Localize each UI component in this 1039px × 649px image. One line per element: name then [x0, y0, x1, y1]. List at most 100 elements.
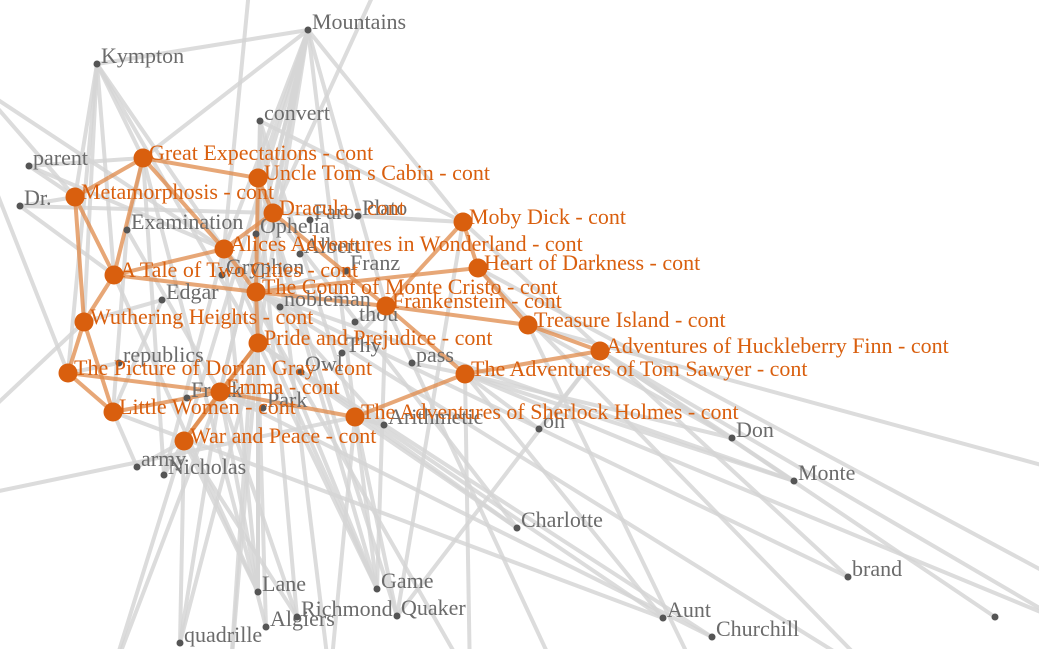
word-node-dot[interactable]	[728, 434, 736, 442]
word-node-dot[interactable]	[708, 633, 716, 641]
word-node-dot[interactable]	[513, 524, 521, 532]
word-node-albert[interactable]: Albert	[296, 233, 361, 258]
word-node-dot[interactable]	[304, 26, 312, 34]
word-node-dot[interactable]	[297, 368, 305, 376]
word-node-army[interactable]: army	[133, 446, 187, 471]
word-node-dot[interactable]	[342, 267, 350, 275]
book-node-dot[interactable]	[210, 382, 230, 402]
word-node-game[interactable]: Game	[373, 568, 434, 593]
word-node-dot[interactable]	[659, 614, 667, 622]
book-node-dot[interactable]	[455, 364, 475, 384]
word-node-churchill[interactable]: Churchill	[708, 616, 800, 641]
book-node-dot[interactable]	[376, 296, 396, 316]
word-node-dot[interactable]	[373, 585, 381, 593]
book-node-monte-cristo[interactable]: The Count of Monte Cristo - cont	[246, 274, 558, 302]
book-node-dot[interactable]	[248, 168, 268, 188]
book-node-dot[interactable]	[518, 315, 538, 335]
word-node-park[interactable]: Park	[259, 387, 308, 412]
word-node-dot[interactable]	[115, 359, 123, 367]
book-node-dot[interactable]	[214, 239, 234, 259]
book-node-dot[interactable]	[133, 148, 153, 168]
book-node-dot[interactable]	[246, 282, 266, 302]
book-node-treasure-island[interactable]: Treasure Island - cont	[518, 307, 726, 335]
book-node-dot[interactable]	[345, 407, 365, 427]
word-node-dot[interactable]	[338, 349, 346, 357]
word-node-dot[interactable]	[293, 613, 301, 621]
book-node-dot[interactable]	[453, 212, 473, 232]
word-node-owl[interactable]: Owl	[297, 351, 343, 376]
word-node-nobleman[interactable]: nobleman	[276, 286, 371, 311]
word-node-dot[interactable]	[262, 623, 270, 631]
word-node-examination[interactable]: Examination	[123, 209, 244, 234]
word-node-convert[interactable]: convert	[256, 100, 330, 125]
word-node-faro[interactable]: Faro	[306, 199, 355, 224]
word-node-parent[interactable]: parent	[25, 145, 88, 170]
word-node-pass[interactable]: pass	[408, 342, 454, 367]
word-node-dot[interactable]	[259, 404, 267, 412]
word-node-nicholas[interactable]: Nicholas	[160, 454, 247, 479]
word-node-aunt[interactable]: Aunt	[659, 597, 712, 622]
book-node-moby-dick[interactable]: Moby Dick - cont	[453, 204, 627, 232]
word-node-mountains[interactable]: Mountains	[304, 9, 407, 34]
book-node-dot[interactable]	[590, 341, 610, 361]
word-node-charlotte[interactable]: Charlotte	[513, 507, 603, 532]
word-node-algiers[interactable]: Algiers	[262, 606, 335, 631]
book-node-dot[interactable]	[65, 187, 85, 207]
book-node-pride[interactable]: Pride and Prejudice - cont	[248, 325, 493, 353]
word-node-dot[interactable]	[535, 425, 543, 433]
book-node-dot[interactable]	[174, 431, 194, 451]
word-node-dot[interactable]	[991, 613, 999, 621]
word-node-dot[interactable]	[16, 202, 24, 210]
word-node-plato[interactable]: Plato	[354, 195, 408, 220]
word-node-dot[interactable]	[256, 117, 264, 125]
word-node-dot[interactable]	[254, 588, 262, 596]
book-node-dot[interactable]	[104, 265, 124, 285]
word-node-lane[interactable]: Lane	[254, 571, 306, 596]
word-node-dot[interactable]	[844, 573, 852, 581]
word-node-dot[interactable]	[123, 226, 131, 234]
word-node-franz[interactable]: Franz	[342, 250, 401, 275]
word-node-dot[interactable]	[183, 394, 191, 402]
book-node-uncle-tom[interactable]: Uncle Tom s Cabin - cont	[248, 160, 490, 188]
word-node-dot[interactable]	[354, 212, 362, 220]
word-node-republics[interactable]: republics	[115, 342, 204, 367]
word-node-oh[interactable]: oh	[535, 408, 566, 433]
word-node-dot[interactable]	[296, 250, 304, 258]
word-node-thy[interactable]: Thy	[338, 332, 382, 357]
word-node-dot[interactable]	[351, 318, 359, 326]
word-node-dot[interactable]	[393, 612, 401, 620]
word-node-quaker[interactable]: Quaker	[393, 595, 467, 620]
word-node-edgar[interactable]: Edgar	[158, 279, 220, 304]
book-node-tale-two-cities[interactable]: A Tale of Two Cities - cont	[104, 257, 359, 285]
word-node-dot[interactable]	[176, 639, 184, 647]
word-node-dr[interactable]: Dr.	[16, 185, 52, 210]
word-node-dot[interactable]	[790, 477, 798, 485]
book-node-dot[interactable]	[468, 258, 488, 278]
book-node-dot[interactable]	[58, 363, 78, 383]
word-node-dot[interactable]	[252, 230, 260, 238]
book-node-tom-sawyer[interactable]: The Adventures of Tom Sawyer - cont	[455, 356, 808, 384]
word-node-dot[interactable]	[93, 60, 101, 68]
book-node-dracula[interactable]: Dracula - cont	[263, 195, 405, 223]
word-node-dot[interactable]	[380, 421, 388, 429]
book-node-alice[interactable]: Alices Adventures in Wonderland - cont	[214, 231, 583, 259]
word-node-dot[interactable]	[25, 162, 33, 170]
word-node-dot[interactable]	[408, 359, 416, 367]
word-node-richmond[interactable]: Richmond	[293, 596, 393, 621]
book-node-sherlock[interactable]: The Adventures of Sherlock Holmes - cont	[345, 399, 739, 427]
book-node-heart-darkness[interactable]: Heart of Darkness - cont	[468, 250, 701, 278]
word-node-dot[interactable]	[218, 271, 226, 279]
book-node-huck-finn[interactable]: Adventures of Huckleberry Finn - cont	[590, 333, 949, 361]
word-node-don[interactable]: Don	[728, 417, 774, 442]
word-node-dot[interactable]	[276, 303, 284, 311]
book-node-emma[interactable]: Emma - cont	[210, 374, 340, 402]
book-node-great-expectations[interactable]: Great Expectations - cont	[133, 140, 374, 168]
word-node-dot[interactable]	[160, 471, 168, 479]
word-node-gryphon[interactable]: Gryphon	[218, 254, 305, 279]
word-node-dot[interactable]	[133, 463, 141, 471]
book-node-dot[interactable]	[263, 203, 283, 223]
book-node-dot[interactable]	[74, 312, 94, 332]
word-node-dot[interactable]	[306, 216, 314, 224]
